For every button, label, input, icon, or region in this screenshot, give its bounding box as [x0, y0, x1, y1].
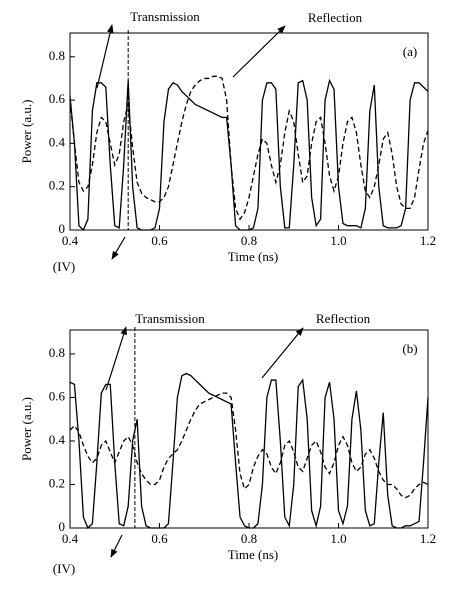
- x-tick-label: 1.0: [330, 233, 346, 248]
- marker-arrow: [110, 534, 123, 558]
- series-annotation: Reflection: [316, 311, 371, 326]
- annotation-arrow: [105, 326, 127, 391]
- series-line: [69, 78, 429, 232]
- plot-frame: [69, 32, 429, 231]
- x-axis-label: Time (ns): [228, 547, 278, 562]
- y-tick-label: 0.2: [49, 178, 65, 193]
- y-tick-label: 0.2: [49, 475, 65, 490]
- x-tick-label: 0.8: [241, 233, 257, 248]
- annotation-arrow: [261, 327, 304, 379]
- series-annotation: Transmission: [135, 311, 205, 326]
- x-axis-label: Time (ns): [228, 249, 278, 264]
- y-tick-label: 0.6: [49, 91, 66, 106]
- annotation-arrow: [232, 25, 286, 78]
- x-tick-label: 0.6: [151, 531, 168, 546]
- y-axis-label: Power (a.u.): [19, 397, 34, 461]
- series-line: [69, 75, 429, 221]
- series-line: [69, 372, 429, 530]
- series-line: [69, 392, 429, 499]
- annotation-arrow: [96, 24, 114, 89]
- y-tick-label: 0.6: [49, 388, 66, 403]
- panel-label: (a): [403, 44, 417, 59]
- marker-label: (IV): [53, 561, 75, 576]
- series-annotation: Transmission: [130, 9, 200, 24]
- y-tick-label: 0: [59, 519, 66, 534]
- y-tick-label: 0.4: [49, 432, 66, 447]
- x-tick-label: 1.0: [330, 531, 346, 546]
- x-tick-label: 0.8: [241, 531, 257, 546]
- x-tick-label: 1.2: [420, 233, 436, 248]
- marker-arrow: [111, 236, 126, 260]
- y-tick-label: 0: [59, 221, 66, 236]
- x-tick-label: 1.2: [420, 531, 436, 546]
- x-tick-label: 0.4: [62, 233, 79, 248]
- y-tick-label: 0.8: [49, 345, 65, 360]
- x-tick-label: 0.4: [62, 531, 79, 546]
- series-annotation: Reflection: [308, 10, 363, 25]
- plot-frame: [69, 329, 429, 529]
- panel-label: (b): [402, 341, 417, 356]
- y-tick-label: 0.8: [49, 48, 65, 63]
- y-axis-label: Power (a.u.): [19, 100, 34, 164]
- x-tick-label: 0.6: [151, 233, 168, 248]
- y-tick-label: 0.4: [49, 134, 66, 149]
- marker-label: (IV): [53, 259, 75, 274]
